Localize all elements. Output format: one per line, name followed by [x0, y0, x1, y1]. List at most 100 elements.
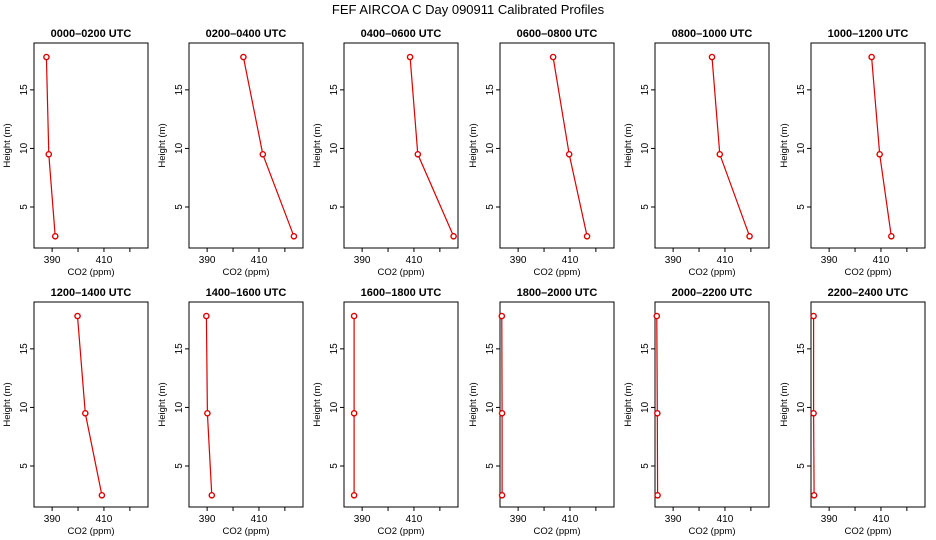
y-tick-label: 10 [485, 401, 496, 413]
y-axis-label: Height (m) [157, 382, 168, 426]
y-tick-label: 15 [329, 343, 340, 355]
y-tick-label: 15 [640, 84, 651, 96]
x-axis-label: CO2 (ppm) [68, 526, 115, 537]
panel-title: 0000–0200 UTC [51, 28, 132, 40]
profile-line [409, 57, 455, 237]
data-point [654, 491, 661, 499]
x-axis-label: CO2 (ppm) [378, 267, 425, 278]
profile-line [656, 316, 659, 496]
x-tick-label: 410 [562, 255, 579, 266]
x-axis-label: CO2 (ppm) [68, 267, 115, 278]
y-axis-label: Height (m) [468, 382, 479, 426]
y-tick-label: 5 [329, 463, 340, 469]
y-axis-label: Height (m) [2, 382, 13, 426]
x-tick-label: 390 [199, 255, 216, 266]
profile-line [711, 57, 751, 237]
x-tick-label: 390 [354, 514, 371, 525]
data-point [565, 150, 573, 158]
data-point [888, 232, 895, 240]
x-tick-label: 410 [251, 514, 268, 525]
y-tick-label: 10 [174, 401, 185, 413]
data-point [350, 409, 358, 417]
profile-line [552, 57, 588, 237]
x-tick-label: 410 [717, 255, 734, 266]
x-tick-label: 410 [873, 514, 890, 525]
x-axis-label: CO2 (ppm) [689, 526, 736, 537]
panel-8: 1400–1600 UTC 390 410 5 10 15 CO2 (ppm) Height … [157, 287, 304, 537]
x-tick-label: 410 [562, 514, 579, 525]
x-axis-label: CO2 (ppm) [689, 267, 736, 278]
y-axis-label: Height (m) [468, 123, 479, 167]
panel-title: 1200–1400 UTC [51, 287, 132, 299]
panel-title: 0800–1000 UTC [672, 28, 753, 40]
panel-title: 2200–2400 UTC [828, 287, 909, 299]
x-tick-label: 390 [510, 255, 527, 266]
profile-line [205, 316, 213, 496]
data-point [74, 312, 81, 320]
panel-6: 1000–1200 UTC 390 410 5 10 15 CO2 (ppm) Height … [779, 28, 926, 278]
panel-11: 2000–2200 UTC 390 410 5 10 15 CO2 (ppm) Height … [623, 287, 770, 537]
data-point [450, 232, 457, 240]
panel-title: 0600–0800 UTC [517, 28, 598, 40]
profile-line [76, 316, 103, 496]
data-point [810, 491, 818, 499]
plot-frame [343, 301, 459, 508]
profile-line [242, 56, 295, 237]
profile-line [45, 57, 56, 237]
x-tick-label: 410 [873, 255, 890, 266]
y-tick-label: 15 [329, 84, 340, 96]
plot-frame [654, 42, 770, 249]
y-tick-label: 15 [19, 343, 30, 355]
panel-title: 1400–1600 UTC [206, 287, 287, 299]
x-tick-label: 410 [406, 514, 423, 525]
data-point [350, 491, 358, 499]
x-tick-label: 390 [821, 514, 838, 525]
y-tick-label: 15 [485, 84, 496, 96]
y-tick-label: 5 [796, 204, 807, 210]
y-axis-label: Height (m) [312, 123, 323, 167]
data-point [810, 312, 817, 320]
plot-frame [343, 42, 459, 249]
data-point [549, 53, 557, 61]
plot-frame [33, 42, 149, 249]
data-point [498, 409, 506, 417]
y-tick-label: 15 [485, 343, 496, 355]
data-point [350, 312, 358, 320]
x-tick-label: 390 [510, 514, 527, 525]
y-tick-label: 5 [174, 204, 185, 210]
data-point [406, 53, 414, 61]
panel-title: 0200–0400 UTC [206, 28, 287, 40]
data-point [716, 150, 724, 158]
data-point [654, 409, 661, 417]
panel-title: 1600–1800 UTC [361, 287, 442, 299]
y-tick-label: 10 [485, 142, 496, 154]
data-point [203, 312, 210, 320]
data-point [98, 491, 106, 499]
y-tick-label: 10 [640, 142, 651, 154]
panel-title: 1000–1200 UTC [828, 28, 909, 40]
y-tick-label: 10 [19, 142, 30, 154]
y-tick-label: 5 [640, 204, 651, 210]
panel-5: 0800–1000 UTC 390 410 5 10 15 CO2 (ppm) Height … [623, 28, 770, 278]
plot-frame [33, 301, 149, 508]
y-tick-label: 15 [796, 343, 807, 355]
y-tick-label: 10 [640, 401, 651, 413]
x-tick-label: 390 [44, 255, 61, 266]
y-tick-label: 15 [640, 343, 651, 355]
x-axis-label: CO2 (ppm) [223, 526, 270, 537]
y-tick-label: 15 [174, 84, 185, 96]
plot-frame [499, 301, 615, 508]
data-point [51, 232, 59, 240]
y-axis-label: Height (m) [312, 382, 323, 426]
x-axis-label: CO2 (ppm) [223, 267, 270, 278]
data-point [259, 150, 267, 158]
panel-9: 1600–1800 UTC 390 410 5 10 15 CO2 (ppm) Height … [312, 287, 459, 537]
y-tick-label: 5 [796, 463, 807, 469]
data-point [708, 53, 716, 61]
panel-2: 0200–0400 UTC 390 410 5 10 15 CO2 (ppm) Height … [157, 28, 304, 278]
y-axis-label: Height (m) [779, 123, 790, 167]
data-point [498, 491, 506, 499]
plot-frame [810, 301, 926, 508]
x-axis-label: CO2 (ppm) [534, 267, 581, 278]
